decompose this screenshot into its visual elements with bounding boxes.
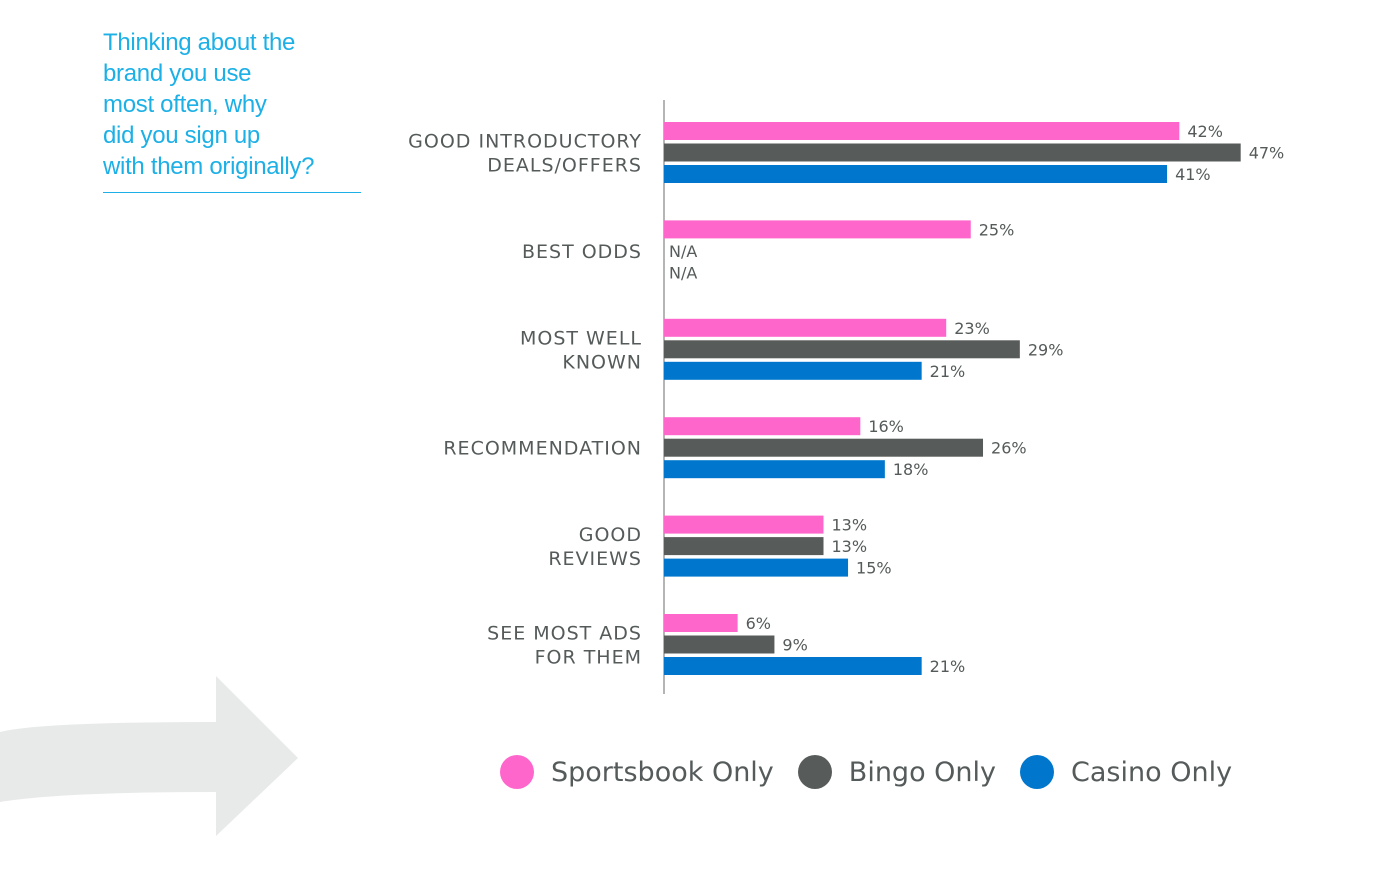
bar-casino-only	[664, 558, 849, 577]
category-label: SEE MOST ADS	[487, 623, 642, 645]
bar-casino-only	[664, 165, 1168, 183]
na-label: N/A	[669, 263, 697, 282]
legend-item: Sportsbook Only	[500, 755, 774, 789]
bar-sportsbook-only	[664, 318, 947, 337]
category-label: GOOD INTRODUCTORY	[408, 131, 642, 153]
question-underline	[103, 192, 361, 193]
category-label: BEST ODDS	[522, 241, 642, 263]
bar-bingo-only	[664, 635, 775, 654]
bar-casino-only	[664, 361, 922, 380]
data-label: 25%	[979, 220, 1015, 239]
category-label: MOST WELL	[520, 327, 642, 349]
data-label: 42%	[1187, 122, 1223, 141]
data-label: 29%	[1028, 340, 1064, 359]
legend-swatch-icon	[500, 755, 534, 789]
legend-swatch-icon	[797, 755, 832, 789]
data-label: 9%	[782, 636, 807, 655]
legend-label: Casino Only	[1071, 756, 1233, 788]
data-label: 15%	[856, 559, 892, 578]
legend-item: Bingo Only	[797, 755, 997, 789]
bar-bingo-only	[664, 438, 984, 457]
bar-sportsbook-only	[664, 220, 971, 239]
bar-sportsbook-only	[664, 417, 861, 436]
bar-casino-only	[664, 460, 885, 479]
category-label: FOR THEM	[535, 647, 642, 669]
bar-sportsbook-only	[664, 515, 824, 534]
bar-bingo-only	[664, 537, 824, 556]
data-label: 13%	[832, 537, 868, 556]
data-label: 21%	[930, 657, 966, 676]
legend-swatch-icon	[1020, 755, 1055, 789]
category-label: DEALS/OFFERS	[487, 155, 642, 177]
decorative-arrow-icon	[0, 676, 298, 836]
data-label: 18%	[893, 460, 929, 479]
bar-sportsbook-only	[664, 122, 1180, 140]
data-label: 21%	[930, 362, 966, 381]
legend-label: Bingo Only	[848, 756, 997, 788]
legend-label: Sportsbook Only	[551, 756, 774, 788]
data-label: 16%	[868, 417, 904, 436]
bar-casino-only	[664, 657, 922, 675]
category-label: RECOMMENDATION	[443, 438, 642, 460]
bar-bingo-only	[664, 340, 1020, 359]
category-label: KNOWN	[562, 351, 642, 373]
data-label: 13%	[832, 516, 868, 535]
data-label: 41%	[1175, 165, 1211, 184]
data-label: 47%	[1249, 144, 1285, 163]
na-label: N/A	[669, 242, 697, 261]
bar-bingo-only	[664, 143, 1241, 162]
chart-legend: Sportsbook Only Bingo Only Casino Only	[500, 750, 1256, 794]
category-label: GOOD	[579, 524, 642, 546]
question-text: Thinking about the brand you use most of…	[103, 29, 315, 180]
bar-sportsbook-only	[664, 614, 738, 632]
data-label: 6%	[746, 614, 771, 633]
data-label: 23%	[954, 319, 990, 338]
data-label: 26%	[991, 439, 1027, 458]
category-label: REVIEWS	[548, 548, 642, 570]
legend-item: Casino Only	[1020, 755, 1232, 789]
